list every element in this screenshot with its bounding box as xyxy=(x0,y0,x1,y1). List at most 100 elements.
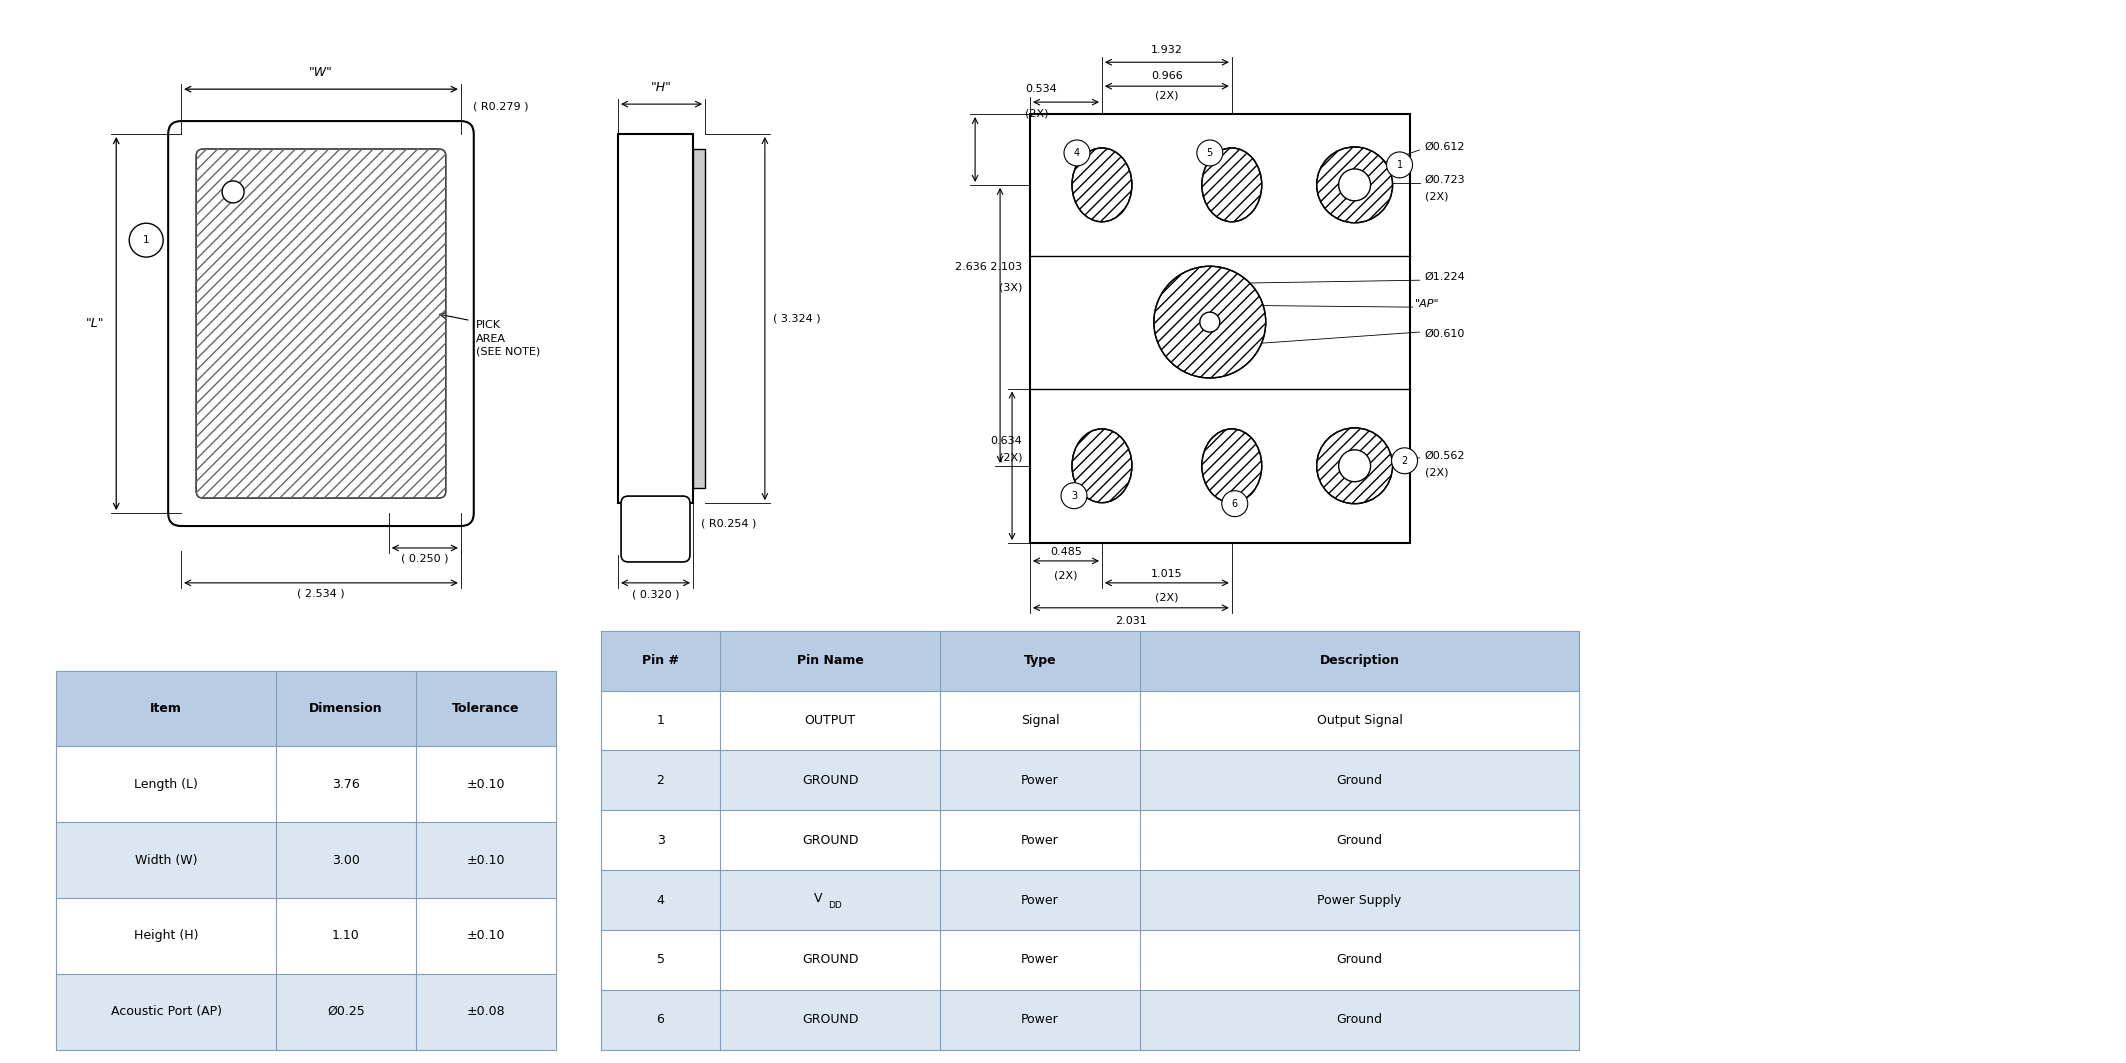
Text: ±0.10: ±0.10 xyxy=(466,929,506,943)
Text: 0.966: 0.966 xyxy=(1150,71,1182,81)
Text: Power: Power xyxy=(1020,1013,1059,1026)
Text: PICK
AREA
(SEE NOTE): PICK AREA (SEE NOTE) xyxy=(476,320,540,357)
Text: 0.485: 0.485 xyxy=(1050,547,1082,557)
Text: 2.636 2.103: 2.636 2.103 xyxy=(955,263,1023,272)
Text: "AP": "AP" xyxy=(1414,299,1439,309)
Text: 6: 6 xyxy=(1231,499,1237,509)
Circle shape xyxy=(1339,169,1371,201)
Text: GROUND: GROUND xyxy=(802,1013,859,1026)
Bar xyxy=(1029,114,1410,543)
Text: ( 0.320 ): ( 0.320 ) xyxy=(631,590,680,600)
Text: (2X): (2X) xyxy=(1154,90,1178,100)
Text: Power: Power xyxy=(1020,894,1059,907)
Circle shape xyxy=(1386,152,1412,178)
Text: DD: DD xyxy=(829,900,842,910)
Text: Description: Description xyxy=(1320,654,1399,668)
Bar xyxy=(602,930,1580,990)
Text: Output Signal: Output Signal xyxy=(1316,714,1403,727)
Text: 2: 2 xyxy=(657,774,665,787)
Text: ±0.10: ±0.10 xyxy=(466,778,506,791)
Bar xyxy=(602,810,1580,871)
Text: 1.015: 1.015 xyxy=(1150,569,1182,579)
Circle shape xyxy=(130,223,164,257)
Text: (2X): (2X) xyxy=(999,453,1023,462)
Bar xyxy=(602,750,1580,810)
Text: (2X): (2X) xyxy=(1424,191,1448,202)
Text: Power Supply: Power Supply xyxy=(1318,894,1401,907)
Text: (2X): (2X) xyxy=(1154,593,1178,603)
Text: 1: 1 xyxy=(142,235,149,246)
Bar xyxy=(55,974,555,1049)
Text: Ø0.723: Ø0.723 xyxy=(1424,175,1465,185)
FancyBboxPatch shape xyxy=(168,121,474,526)
Text: "W": "W" xyxy=(308,66,334,79)
Text: ( R0.254 ): ( R0.254 ) xyxy=(702,519,757,528)
Text: Ø0.25: Ø0.25 xyxy=(327,1006,366,1018)
Text: Ø0.612: Ø0.612 xyxy=(1424,142,1465,152)
Text: 3.00: 3.00 xyxy=(332,854,359,866)
Text: ( 0.250 ): ( 0.250 ) xyxy=(402,554,449,564)
Text: Ground: Ground xyxy=(1337,833,1382,847)
Text: "H": "H" xyxy=(651,81,672,95)
Text: 0.534: 0.534 xyxy=(1025,84,1057,95)
Text: Ø0.610: Ø0.610 xyxy=(1424,330,1465,339)
Text: "L": "L" xyxy=(85,317,104,330)
Bar xyxy=(602,630,1580,691)
Ellipse shape xyxy=(1072,148,1131,222)
Text: Type: Type xyxy=(1025,654,1057,668)
Circle shape xyxy=(1061,483,1086,509)
Text: ( R0.279 ): ( R0.279 ) xyxy=(472,101,527,112)
FancyBboxPatch shape xyxy=(196,149,446,499)
Text: Power: Power xyxy=(1020,774,1059,787)
Text: Tolerance: Tolerance xyxy=(453,702,519,715)
Text: 2: 2 xyxy=(1401,456,1407,466)
Text: ±0.08: ±0.08 xyxy=(466,1006,506,1018)
Text: Height (H): Height (H) xyxy=(134,929,198,943)
Bar xyxy=(693,149,706,488)
Text: GROUND: GROUND xyxy=(802,833,859,847)
Text: Item: Item xyxy=(151,702,183,715)
Text: Pin Name: Pin Name xyxy=(797,654,863,668)
Text: (2X): (2X) xyxy=(1025,108,1048,118)
Text: GROUND: GROUND xyxy=(802,774,859,787)
Text: 1: 1 xyxy=(1397,159,1403,170)
FancyBboxPatch shape xyxy=(621,496,691,562)
Bar xyxy=(55,671,555,746)
Bar xyxy=(619,134,693,503)
Text: 2.031: 2.031 xyxy=(1114,615,1146,626)
Text: ( 3.324 ): ( 3.324 ) xyxy=(774,314,821,323)
Text: 1.932: 1.932 xyxy=(1150,46,1182,55)
Text: 3: 3 xyxy=(1072,491,1078,501)
Text: 4: 4 xyxy=(1074,148,1080,158)
Text: 3: 3 xyxy=(657,833,665,847)
Ellipse shape xyxy=(1201,428,1261,503)
Text: Ø1.224: Ø1.224 xyxy=(1424,272,1465,282)
Circle shape xyxy=(1197,140,1222,166)
Text: Power: Power xyxy=(1020,833,1059,847)
Bar xyxy=(55,898,555,974)
Text: Signal: Signal xyxy=(1020,714,1059,727)
Text: ±0.10: ±0.10 xyxy=(466,854,506,866)
Text: Ground: Ground xyxy=(1337,1013,1382,1026)
Text: 0.634: 0.634 xyxy=(991,436,1023,445)
Text: Length (L): Length (L) xyxy=(134,778,198,791)
Text: Ø0.562: Ø0.562 xyxy=(1424,451,1465,460)
Circle shape xyxy=(1316,428,1393,504)
Text: Acoustic Port (AP): Acoustic Port (AP) xyxy=(111,1006,221,1018)
Text: 3.76: 3.76 xyxy=(332,778,359,791)
Text: V: V xyxy=(814,892,823,905)
Text: Power: Power xyxy=(1020,954,1059,966)
Bar xyxy=(602,691,1580,750)
Circle shape xyxy=(1063,140,1091,166)
Text: (2X): (2X) xyxy=(1054,571,1078,580)
Text: OUTPUT: OUTPUT xyxy=(806,714,857,727)
Text: 6: 6 xyxy=(657,1013,665,1026)
Bar xyxy=(55,746,555,823)
Circle shape xyxy=(221,181,244,203)
Text: (2X): (2X) xyxy=(1424,468,1448,477)
Circle shape xyxy=(1222,491,1248,517)
Text: ( 2.534 ): ( 2.534 ) xyxy=(298,589,344,598)
Circle shape xyxy=(1199,313,1220,332)
Text: 5: 5 xyxy=(657,954,665,966)
Circle shape xyxy=(1316,147,1393,223)
